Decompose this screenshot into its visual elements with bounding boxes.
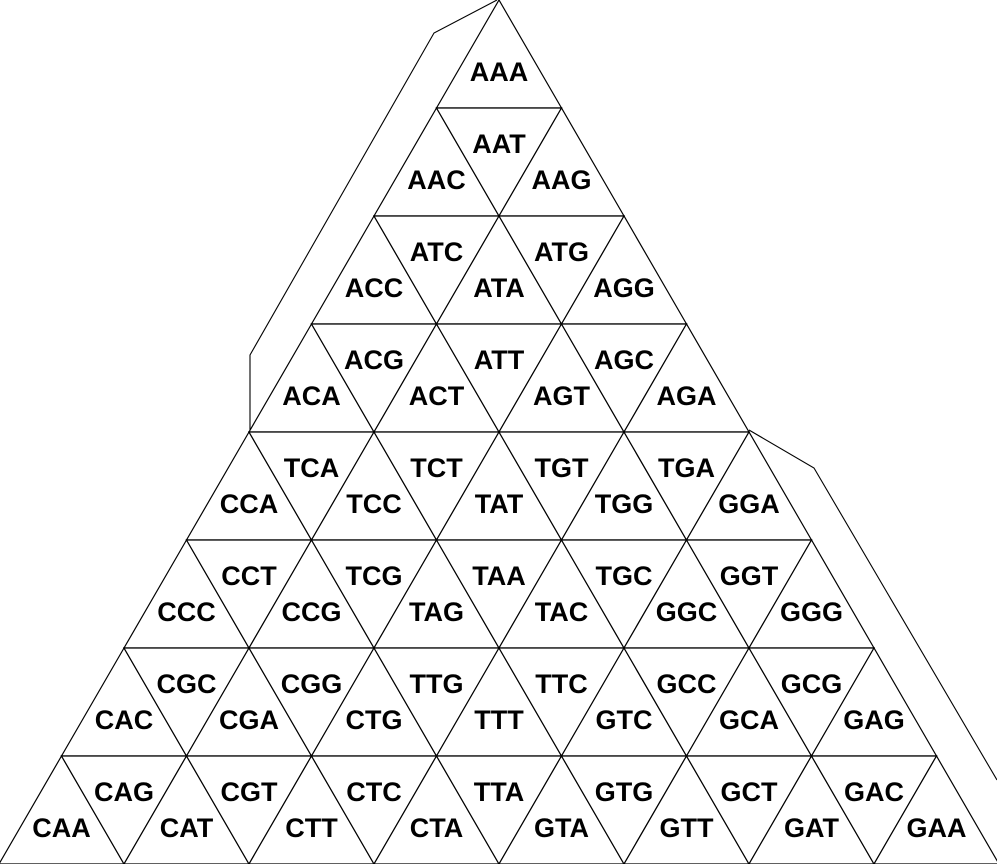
codon-label: GCG bbox=[781, 669, 843, 699]
codon-label: TAG bbox=[409, 597, 464, 627]
codon-label: GAA bbox=[907, 813, 967, 843]
codon-label: TTC bbox=[535, 669, 587, 699]
codon-label: AGA bbox=[657, 381, 717, 411]
codon-label: TCC bbox=[346, 489, 402, 519]
codon-label: AGT bbox=[533, 381, 591, 411]
codon-label: GCT bbox=[721, 777, 779, 807]
codon-label: AAC bbox=[407, 165, 466, 195]
codon-label: GGT bbox=[720, 561, 779, 591]
codon-label: TGC bbox=[596, 561, 653, 591]
region-outlines bbox=[249, 0, 997, 781]
codon-label: ATT bbox=[474, 345, 525, 375]
codon-label: CGT bbox=[221, 777, 279, 807]
codon-label: GCA bbox=[719, 705, 779, 735]
codon-label: TAA bbox=[472, 561, 526, 591]
codon-label: CAT bbox=[160, 813, 214, 843]
codon-label: TCA bbox=[284, 453, 340, 483]
codon-label: AAG bbox=[532, 165, 592, 195]
codon-label: AGC bbox=[594, 345, 654, 375]
codon-label: CGG bbox=[281, 669, 343, 699]
codon-cell bbox=[435, 0, 563, 109]
codon-label: GGC bbox=[656, 597, 718, 627]
codon-label: AAA bbox=[470, 57, 529, 87]
codon-label: GGA bbox=[718, 489, 780, 519]
codon-label: CCG bbox=[282, 597, 342, 627]
codon-label: GTG bbox=[595, 777, 654, 807]
codon-label: GTA bbox=[534, 813, 589, 843]
codon-label: GAG bbox=[843, 705, 905, 735]
codon-label: TGG bbox=[595, 489, 654, 519]
codon-label: TTG bbox=[410, 669, 464, 699]
codon-label: TAT bbox=[475, 489, 524, 519]
codon-label: TGA bbox=[658, 453, 715, 483]
codon-label: CGC bbox=[157, 669, 217, 699]
codon-label: CTG bbox=[346, 705, 403, 735]
codon-label: GTC bbox=[596, 705, 653, 735]
codon-label: ATG bbox=[534, 237, 589, 267]
codon-label: CTT bbox=[285, 813, 338, 843]
codon-label: TTA bbox=[474, 777, 524, 807]
codon-label: TTT bbox=[474, 705, 524, 735]
codon-label: CTA bbox=[410, 813, 464, 843]
codon-label: CAG bbox=[94, 777, 154, 807]
codon-label: CGA bbox=[219, 705, 279, 735]
left-region-outline bbox=[249, 0, 498, 430]
codon-label: CAA bbox=[32, 813, 91, 843]
codon-label: GGG bbox=[780, 597, 843, 627]
codon-label: TCG bbox=[346, 561, 403, 591]
codon-label: CCA bbox=[220, 489, 279, 519]
codon-label: TCT bbox=[410, 453, 463, 483]
codon-label: ACA bbox=[282, 381, 341, 411]
codon-cell bbox=[873, 754, 997, 864]
codon-label: GAT bbox=[784, 813, 839, 843]
codon-label: AAT bbox=[472, 129, 526, 159]
codon-label: GAC bbox=[844, 777, 904, 807]
codon-label: ATC bbox=[410, 237, 464, 267]
right-region-outline bbox=[748, 429, 997, 781]
codon-label: ACC bbox=[345, 273, 404, 303]
codon-label: CAC bbox=[95, 705, 154, 735]
codon-label: GCC bbox=[657, 669, 717, 699]
codon-label: ATA bbox=[473, 273, 524, 303]
codon-label: CTC bbox=[346, 777, 402, 807]
codon-label: AGG bbox=[593, 273, 655, 303]
codon-label: TGT bbox=[535, 453, 589, 483]
codon-label: CCC bbox=[157, 597, 216, 627]
codon-label: CCT bbox=[221, 561, 277, 591]
codon-label: ACT bbox=[409, 381, 465, 411]
codon-label: GTT bbox=[660, 813, 714, 843]
codon-label: TAC bbox=[535, 597, 589, 627]
codon-label: ACG bbox=[344, 345, 404, 375]
